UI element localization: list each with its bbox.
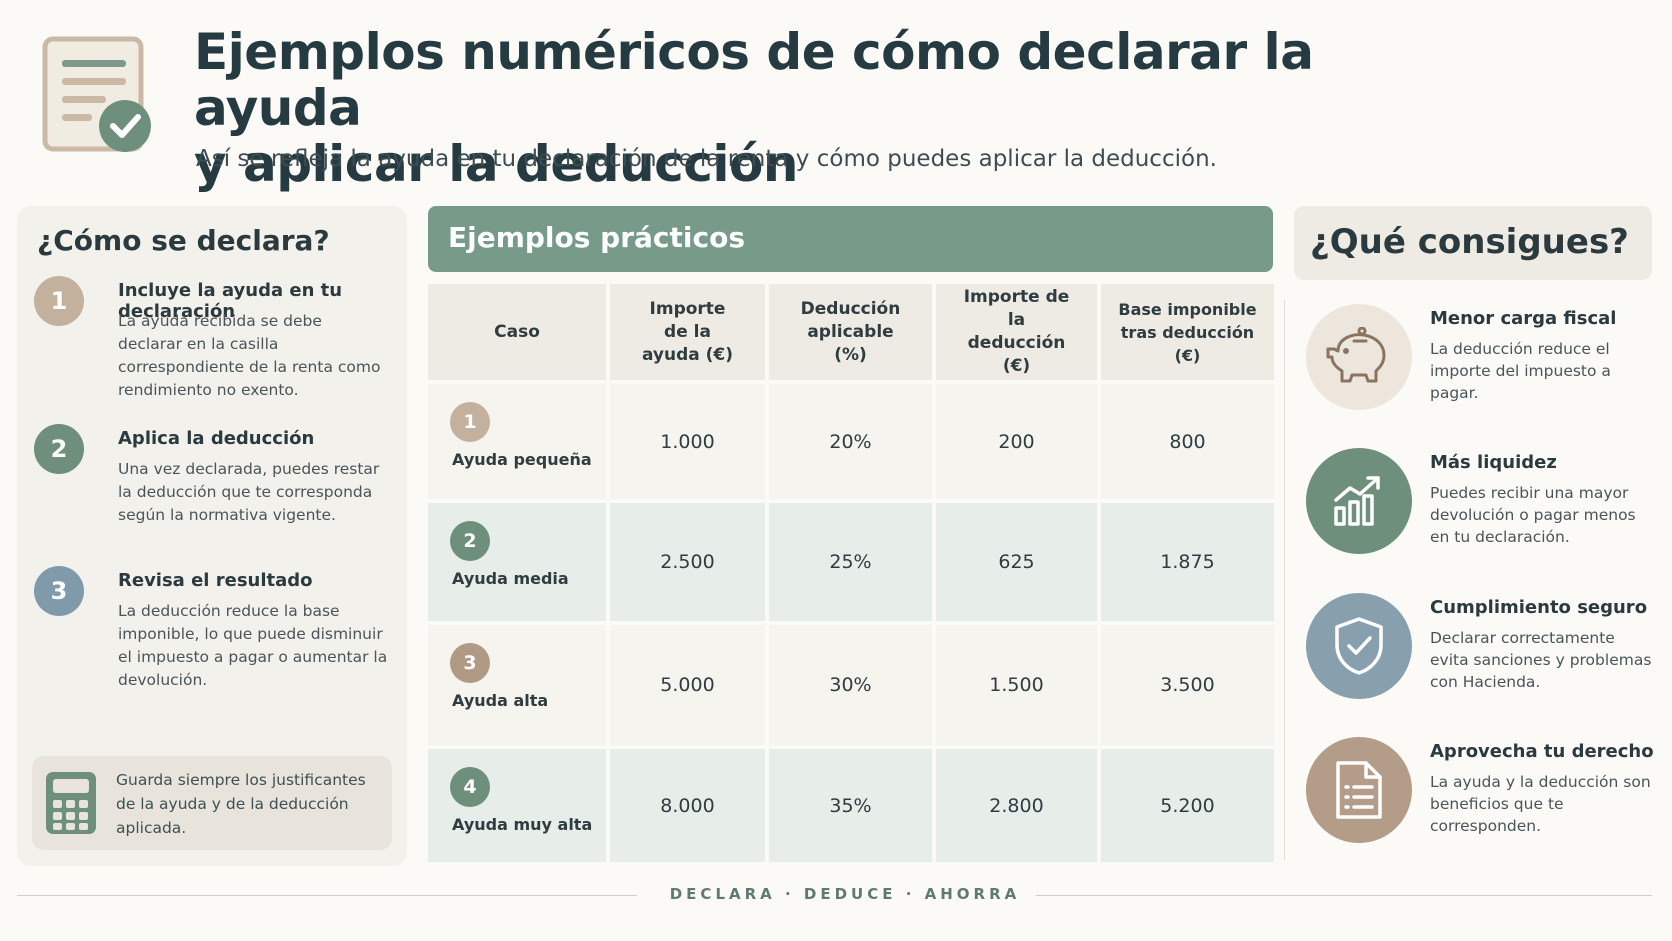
examples-header: Ejemplos prácticos bbox=[428, 206, 1273, 272]
page-title: Ejemplos numéricos de cómo declarar la a… bbox=[194, 24, 1394, 192]
step-number: 3 bbox=[34, 566, 84, 616]
table-cell-percent: 20% bbox=[769, 384, 932, 499]
column-header-case: Caso bbox=[428, 284, 606, 380]
column-header-deduction: Importe de la deducción (€) bbox=[936, 284, 1097, 380]
table-cell-amount: 1.000 bbox=[610, 384, 765, 499]
examples-table: Caso Importe de la ayuda (€) Deducción a… bbox=[428, 284, 1274, 862]
footer-line-left bbox=[17, 895, 637, 896]
table-cell-deduction: 1.500 bbox=[936, 625, 1097, 745]
benefit-compliance: Cumplimiento seguro Declarar correctamen… bbox=[1306, 593, 1656, 703]
column-header-percent: Deducción aplicable (%) bbox=[769, 284, 932, 380]
table-cell-deduction: 625 bbox=[936, 503, 1097, 621]
divider bbox=[1284, 300, 1285, 860]
examples-title: Ejemplos prácticos bbox=[448, 221, 746, 254]
table-cell-amount: 8.000 bbox=[610, 749, 765, 862]
step-text: Una vez declarada, puedes restar la dedu… bbox=[118, 460, 380, 524]
table-row-2-case: 2 Ayuda media bbox=[428, 503, 606, 621]
table-cell-base: 800 bbox=[1101, 384, 1274, 499]
case-name: Ayuda alta bbox=[452, 691, 549, 710]
shield-check-icon bbox=[1306, 593, 1412, 699]
table-cell-base: 1.875 bbox=[1101, 503, 1274, 621]
column-header-amount: Importe de la ayuda (€) bbox=[610, 284, 765, 380]
note-text: Guarda siempre los justificantes de la a… bbox=[116, 771, 366, 837]
table-cell-base: 3.500 bbox=[1101, 625, 1274, 745]
benefits-header: ¿Qué consigues? bbox=[1294, 206, 1652, 280]
benefit-title: Aprovecha tu derecho bbox=[1430, 741, 1654, 762]
case-number: 2 bbox=[450, 521, 490, 561]
growth-chart-icon bbox=[1306, 448, 1412, 554]
footer-line-right bbox=[1036, 895, 1652, 896]
reminder-note: Guarda siempre los justificantes de la a… bbox=[32, 756, 392, 850]
panel-title: ¿Cómo se declara? bbox=[37, 224, 330, 257]
benefit-liquidity: Más liquidez Puedes recibir una mayor de… bbox=[1306, 448, 1656, 558]
table-row-4-case: 4 Ayuda muy alta bbox=[428, 749, 606, 862]
case-number: 3 bbox=[450, 643, 490, 683]
column-header-base: Base imponible tras deducción (€) bbox=[1101, 284, 1274, 380]
document-check-icon bbox=[42, 36, 151, 152]
step-number: 2 bbox=[34, 424, 84, 474]
benefit-title: Cumplimiento seguro bbox=[1430, 597, 1648, 618]
step-number: 1 bbox=[34, 276, 84, 326]
table-row-3-case: 3 Ayuda alta bbox=[428, 625, 606, 745]
step-title: Revisa el resultado bbox=[118, 570, 313, 591]
benefit-lower-tax: Menor carga fiscal La deducción reduce e… bbox=[1306, 304, 1656, 414]
case-name: Ayuda muy alta bbox=[452, 815, 593, 834]
step-text: La deducción reduce la base imponible, l… bbox=[118, 602, 388, 689]
benefit-text: Declarar correctamente evita sanciones y… bbox=[1430, 629, 1652, 691]
benefit-title: Menor carga fiscal bbox=[1430, 308, 1617, 329]
table-cell-percent: 25% bbox=[769, 503, 932, 621]
step-title: Incluye la ayuda en tu declaración bbox=[118, 280, 343, 322]
benefit-text: La deducción reduce el importe del impue… bbox=[1430, 340, 1611, 402]
step-title: Aplica la deducción bbox=[118, 428, 315, 449]
benefit-text: Puedes recibir una mayor devolución o pa… bbox=[1430, 484, 1636, 546]
benefit-right: Aprovecha tu derecho La ayuda y la deduc… bbox=[1306, 737, 1656, 847]
table-cell-deduction: 2.800 bbox=[936, 749, 1097, 862]
calculator-icon bbox=[46, 772, 96, 834]
title-line-2: y aplicar la deducción bbox=[194, 135, 799, 193]
piggy-bank-icon bbox=[1306, 304, 1412, 410]
title-line-1: Ejemplos numéricos de cómo declarar la a… bbox=[194, 23, 1314, 137]
page-subtitle: Así se refleja la ayuda en tu declaració… bbox=[196, 146, 1217, 172]
table-cell-base: 5.200 bbox=[1101, 749, 1274, 862]
benefits-title: ¿Qué consigues? bbox=[1310, 222, 1629, 262]
benefit-title: Más liquidez bbox=[1430, 452, 1557, 473]
table-cell-deduction: 200 bbox=[936, 384, 1097, 499]
case-number: 4 bbox=[450, 767, 490, 807]
table-row-1-case: 1 Ayuda pequeña bbox=[428, 384, 606, 499]
table-cell-percent: 35% bbox=[769, 749, 932, 862]
case-number: 1 bbox=[450, 402, 490, 442]
case-name: Ayuda media bbox=[452, 569, 569, 588]
step-text: La ayuda recibida se debe declarar en la… bbox=[118, 312, 381, 399]
table-cell-amount: 5.000 bbox=[610, 625, 765, 745]
benefit-text: La ayuda y la deducción son beneficios q… bbox=[1430, 773, 1651, 835]
how-to-declare-panel: ¿Cómo se declara? 1 Incluye la ayuda en … bbox=[17, 206, 407, 866]
table-cell-amount: 2.500 bbox=[610, 503, 765, 621]
document-list-icon bbox=[1306, 737, 1412, 843]
case-name: Ayuda pequeña bbox=[452, 450, 592, 469]
footer-tagline: DECLARA · DEDUCE · AHORRA bbox=[669, 885, 1021, 903]
table-cell-percent: 30% bbox=[769, 625, 932, 745]
